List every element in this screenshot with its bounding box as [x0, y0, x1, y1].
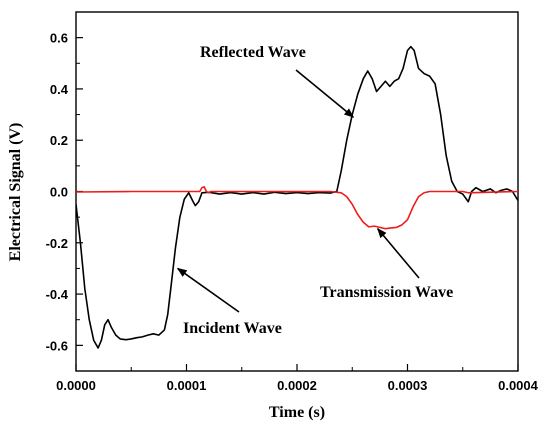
annotation-label: Reflected Wave	[200, 44, 306, 61]
annotations: Reflected Wave Incident Wave Transmission …	[176, 44, 453, 337]
x-tick-label: 0.0004	[498, 378, 539, 393]
y-tick-label: -0.6	[46, 338, 68, 353]
series-line-1	[76, 45, 518, 349]
y-tick-label: 0.4	[50, 82, 69, 97]
annotation-arrow	[176, 267, 240, 313]
y-axis-title: Electrical Signal (V)	[7, 123, 24, 262]
x-tick-label: 0.0002	[277, 378, 317, 393]
x-tick-label: 0.0000	[56, 378, 96, 393]
x-tick-label: 0.0003	[388, 378, 428, 393]
y-tick-label: 0.6	[50, 31, 68, 46]
series-line-2	[76, 186, 518, 230]
y-tick-label: 0.0	[50, 185, 68, 200]
annotation-label: Transmission Wave	[320, 284, 453, 301]
tick-labels: 0.0000 0.0001 0.0002 0.0003 0.0004 -0.6 -0.4 -0…	[46, 31, 539, 393]
tick-marks	[75, 37, 519, 371]
annotation-label: Incident Wave	[183, 320, 282, 337]
x-tick-label: 0.0001	[167, 378, 207, 393]
y-tick-label: -0.4	[46, 287, 69, 302]
x-axis-title: Time (s)	[269, 404, 325, 421]
annotation-arrow	[377, 227, 420, 279]
annotation-arrow	[295, 69, 355, 118]
y-tick-label: 0.2	[50, 133, 68, 148]
series-lines	[76, 45, 518, 349]
y-tick-label: -0.2	[46, 236, 68, 251]
